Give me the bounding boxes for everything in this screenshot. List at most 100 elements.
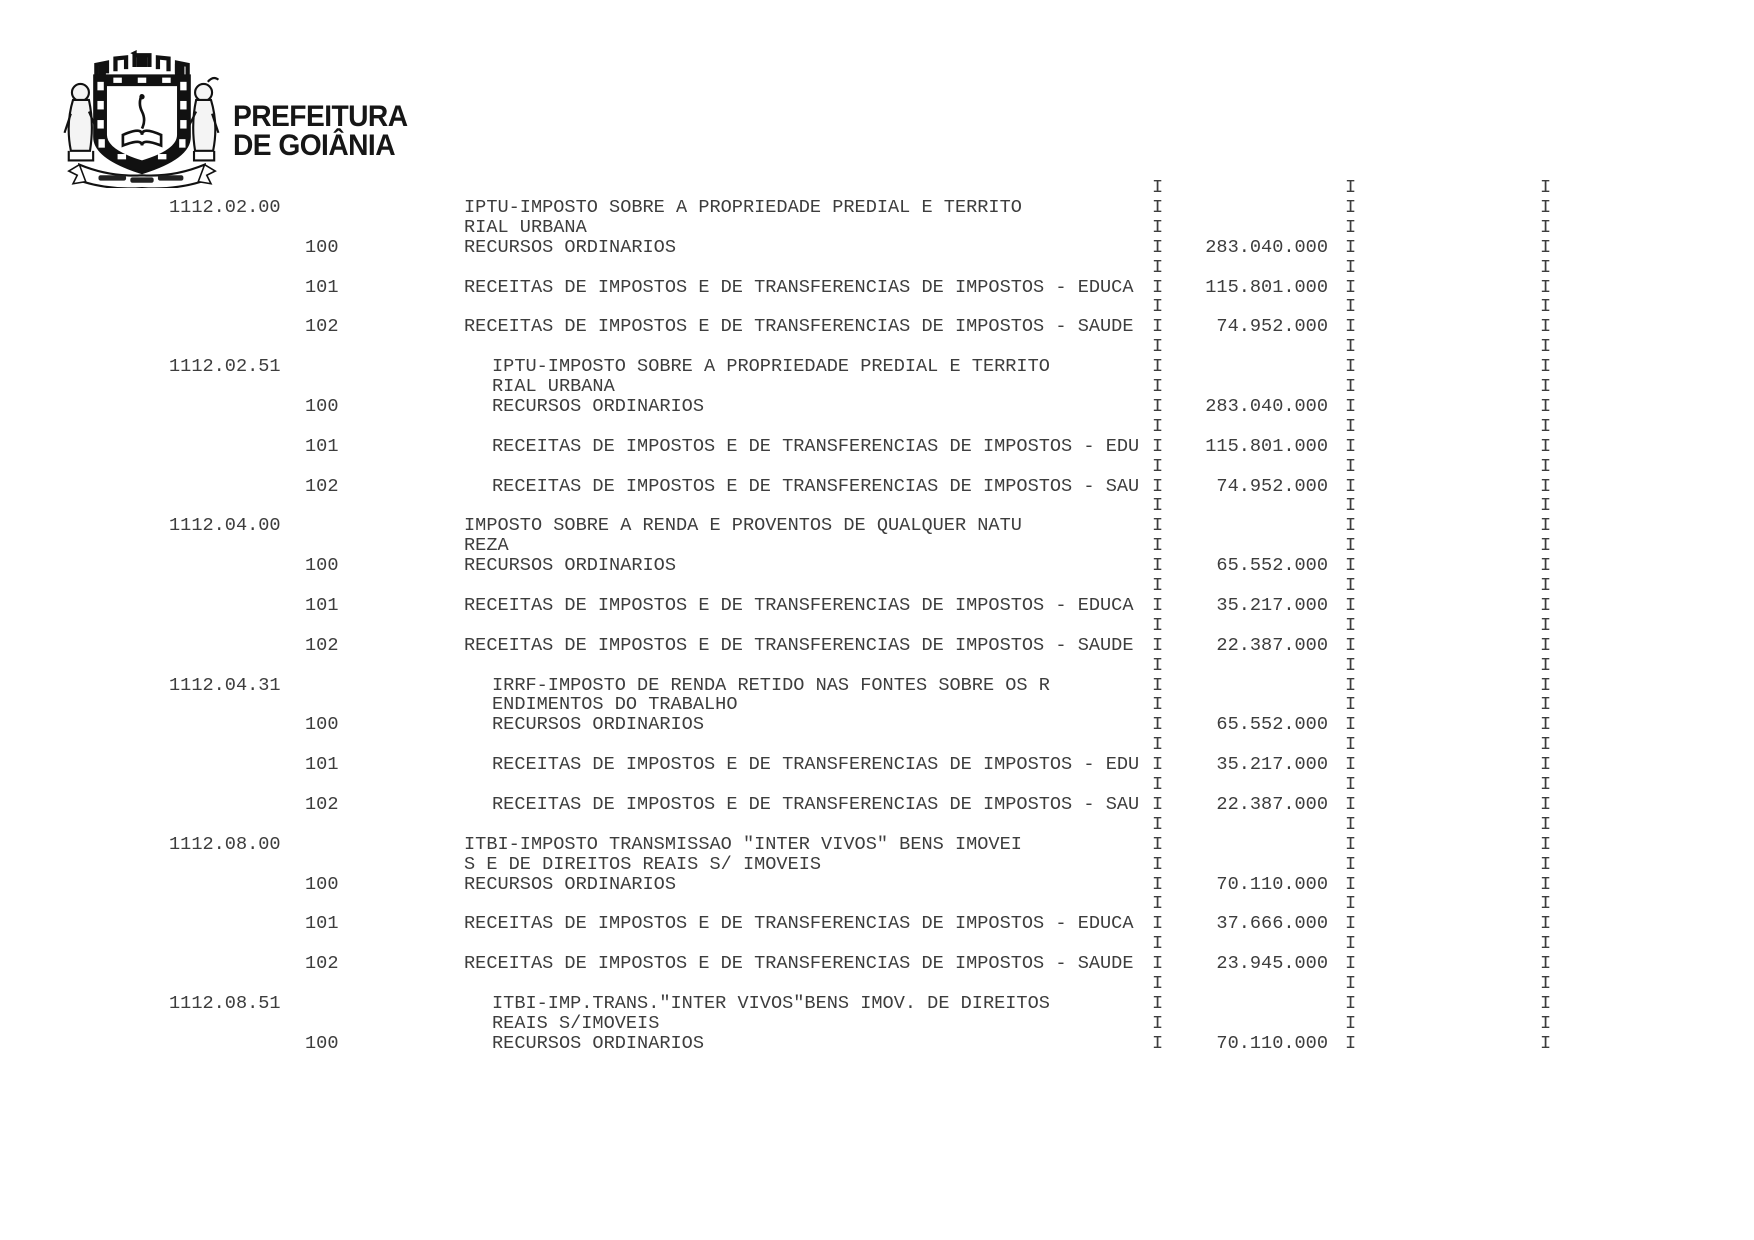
column-separator: I: [1152, 654, 1164, 676]
column-separator: I: [1152, 435, 1164, 457]
crest-supporter-right: [186, 76, 220, 162]
column-separator: I: [1345, 933, 1357, 955]
column-separator: I: [1345, 614, 1357, 636]
revenue-description: RECEITAS DE IMPOSTOS E DE TRANSFERENCIAS…: [464, 316, 1134, 338]
resource-code: 101: [305, 754, 339, 776]
report-line: ENDIMENTOS DO TRABALHO I I I: [0, 695, 1754, 715]
column-separator: I: [1152, 395, 1164, 417]
revenue-value: 35.217.000: [1216, 754, 1328, 776]
column-separator: I: [1152, 953, 1164, 975]
column-separator: I: [1152, 594, 1164, 616]
report-line: 100 RECURSOS ORDINARIOS I 70.110.000 I I: [0, 873, 1754, 895]
revenue-description: ITBI-IMP.TRANS."INTER VIVOS"BENS IMOV. D…: [492, 992, 1050, 1014]
column-separator: I: [1152, 495, 1164, 517]
revenue-description: RECURSOS ORDINARIOS: [464, 555, 677, 577]
crest-ribbon: [67, 162, 217, 188]
column-separator: I: [1345, 793, 1357, 815]
column-separator: I: [1540, 336, 1552, 358]
column-separator: I: [1345, 495, 1357, 517]
column-separator: I: [1345, 992, 1357, 1014]
column-separator: I: [1345, 1032, 1357, 1054]
crest-supporter-left: [63, 82, 98, 162]
resource-code: 100: [305, 1032, 339, 1054]
column-separator: I: [1152, 555, 1164, 577]
report-line: 100 RECURSOS ORDINARIOS I 65.552.000 I I: [0, 715, 1754, 735]
revenue-description: REAIS S/IMOVEIS: [492, 1012, 660, 1034]
resource-code: 102: [305, 634, 339, 656]
column-separator: I: [1345, 873, 1357, 895]
column-separator: I: [1540, 953, 1552, 975]
revenue-value: 283.040.000: [1205, 395, 1328, 417]
revenue-description: IMPOSTO SOBRE A RENDA E PROVENTOS DE QUA…: [464, 515, 1022, 537]
column-separator: I: [1540, 873, 1552, 895]
column-separator: I: [1152, 1032, 1164, 1054]
revenue-description: RIAL URBANA: [464, 216, 587, 238]
column-separator: I: [1152, 356, 1164, 378]
revenue-description: RECURSOS ORDINARIOS: [492, 1032, 705, 1054]
column-separator: I: [1345, 634, 1357, 656]
column-separator: I: [1152, 316, 1164, 338]
crest-crown: [94, 50, 190, 80]
report-line: 102 RECEITAS DE IMPOSTOS E DE TRANSFERENC…: [0, 793, 1754, 815]
resource-code: 101: [305, 913, 339, 935]
revenue-value: 70.110.000: [1216, 1032, 1328, 1054]
column-separator: I: [1540, 933, 1552, 955]
column-separator: I: [1540, 734, 1552, 756]
column-separator: I: [1152, 336, 1164, 358]
column-separator: I: [1152, 714, 1164, 736]
column-separator: I: [1152, 475, 1164, 497]
revenue-value: 22.387.000: [1216, 634, 1328, 656]
column-separator: I: [1152, 177, 1164, 198]
resource-code: 100: [305, 873, 339, 895]
column-separator: I: [1540, 216, 1552, 238]
column-separator: I: [1540, 853, 1552, 875]
column-separator: I: [1152, 933, 1164, 955]
report-line: REAIS S/IMOVEIS I I I: [0, 1012, 1754, 1034]
org-title: PREFEITURA DE GOIÂNIA: [233, 102, 408, 161]
column-separator: I: [1345, 674, 1357, 696]
column-separator: I: [1540, 515, 1552, 537]
column-separator: I: [1345, 754, 1357, 776]
column-separator: I: [1345, 177, 1357, 198]
column-separator: I: [1345, 316, 1357, 338]
resource-code: 102: [305, 953, 339, 975]
column-separator: I: [1345, 515, 1357, 537]
column-separator: I: [1152, 973, 1164, 994]
column-separator: I: [1152, 455, 1164, 477]
column-separator: I: [1152, 674, 1164, 696]
revenue-description: RIAL URBANA: [492, 376, 615, 397]
report-line: 102 RECEITAS DE IMPOSTOS E DE TRANSFERENC…: [0, 634, 1754, 656]
column-separator: I: [1345, 395, 1357, 417]
column-separator: I: [1345, 973, 1357, 994]
column-separator: I: [1540, 435, 1552, 457]
revenue-value: 65.552.000: [1216, 555, 1328, 577]
column-separator: I: [1345, 555, 1357, 577]
revenue-code: 1112.02.00: [169, 196, 281, 218]
column-separator: I: [1540, 674, 1552, 696]
column-separator: I: [1345, 435, 1357, 457]
column-separator: I: [1345, 455, 1357, 477]
resource-code: 101: [305, 435, 339, 457]
revenue-description: IPTU-IMPOSTO SOBRE A PROPRIEDADE PREDIAL…: [464, 196, 1022, 218]
column-separator: I: [1152, 575, 1164, 596]
revenue-value: 35.217.000: [1216, 594, 1328, 616]
revenue-description: RECEITAS DE IMPOSTOS E DE TRANSFERENCIAS…: [464, 913, 1134, 935]
column-separator: I: [1152, 694, 1164, 716]
revenue-description: IRRF-IMPOSTO DE RENDA RETIDO NAS FONTES …: [492, 674, 1050, 696]
column-separator: I: [1152, 276, 1164, 298]
column-separator: I: [1345, 356, 1357, 378]
revenue-value: 115.801.000: [1205, 276, 1328, 298]
column-separator: I: [1152, 196, 1164, 218]
column-separator: I: [1152, 216, 1164, 238]
column-separator: I: [1540, 376, 1552, 397]
column-separator: I: [1345, 336, 1357, 358]
report-line: 1112.04.31 IRRF-IMPOSTO DE RENDA RETIDO N…: [0, 674, 1754, 696]
